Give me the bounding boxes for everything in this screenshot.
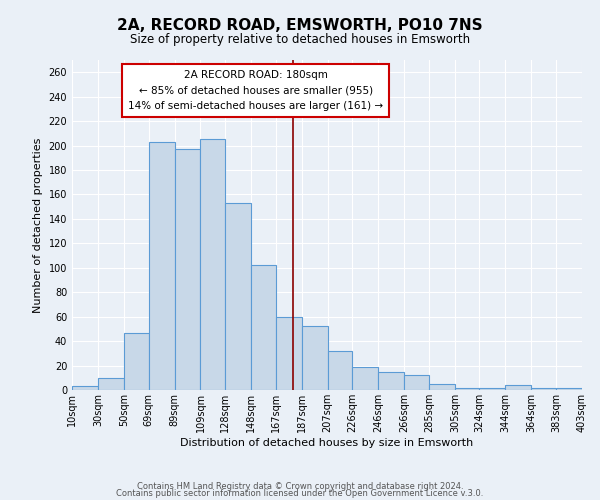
Text: Size of property relative to detached houses in Emsworth: Size of property relative to detached ho… xyxy=(130,32,470,46)
Bar xyxy=(175,149,200,390)
Bar xyxy=(225,203,251,390)
Bar xyxy=(404,376,429,390)
Y-axis label: Number of detached properties: Number of detached properties xyxy=(33,138,43,312)
X-axis label: Distribution of detached houses by size in Emsworth: Distribution of detached houses by size … xyxy=(181,438,473,448)
Bar xyxy=(302,326,328,390)
Bar xyxy=(149,142,175,390)
Bar xyxy=(455,388,479,390)
Bar xyxy=(505,385,532,390)
Text: Contains public sector information licensed under the Open Government Licence v.: Contains public sector information licen… xyxy=(116,489,484,498)
Bar xyxy=(124,332,149,390)
Bar xyxy=(72,386,98,390)
Text: 2A RECORD ROAD: 180sqm
← 85% of detached houses are smaller (955)
14% of semi-de: 2A RECORD ROAD: 180sqm ← 85% of detached… xyxy=(128,70,383,111)
Text: 2A, RECORD ROAD, EMSWORTH, PO10 7NS: 2A, RECORD ROAD, EMSWORTH, PO10 7NS xyxy=(117,18,483,32)
Bar xyxy=(378,372,404,390)
Bar xyxy=(251,266,276,390)
Bar xyxy=(429,384,455,390)
Bar xyxy=(200,140,225,390)
Bar xyxy=(328,351,352,390)
Bar xyxy=(556,388,582,390)
Bar xyxy=(276,316,302,390)
Bar xyxy=(352,367,378,390)
Text: Contains HM Land Registry data © Crown copyright and database right 2024.: Contains HM Land Registry data © Crown c… xyxy=(137,482,463,491)
Bar xyxy=(532,388,556,390)
Bar xyxy=(479,388,505,390)
Bar xyxy=(98,378,124,390)
